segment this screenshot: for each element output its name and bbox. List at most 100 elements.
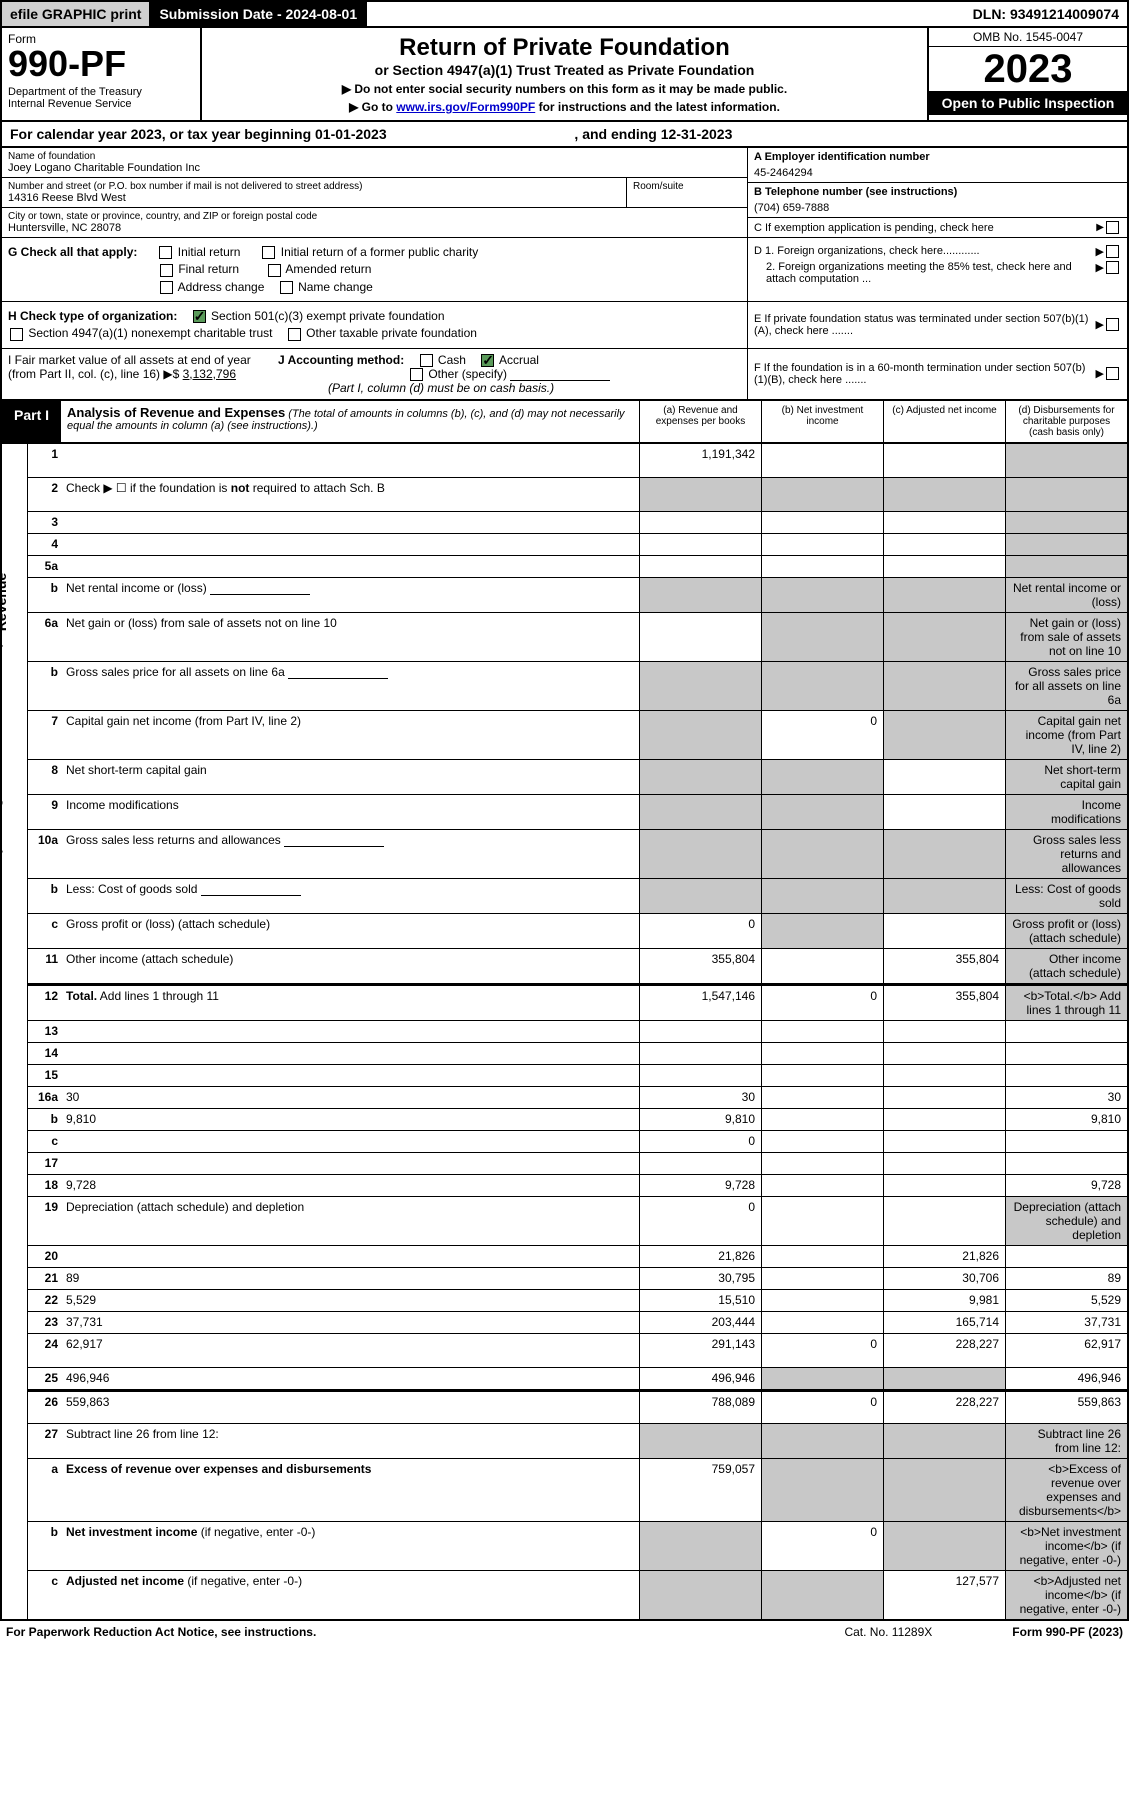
cell-c — [883, 1109, 1005, 1130]
line-description — [62, 444, 639, 477]
line-number: 7 — [28, 711, 62, 759]
line-number: 17 — [28, 1153, 62, 1174]
cell-d — [1005, 1153, 1127, 1174]
cell-a — [639, 1522, 761, 1570]
table-row: c0 — [28, 1131, 1127, 1153]
chk-amended[interactable] — [268, 264, 281, 277]
cell-c — [883, 444, 1005, 477]
table-row: 11Other income (attach schedule)355,8043… — [28, 949, 1127, 984]
cell-a: 21,826 — [639, 1246, 761, 1267]
chk-other-taxable[interactable] — [288, 328, 301, 341]
cell-a: 0 — [639, 1131, 761, 1152]
cell-b — [761, 830, 883, 878]
cell-a: 291,143 — [639, 1334, 761, 1367]
part1-label: Part I — [2, 401, 61, 442]
cell-d: Net rental income or (loss) — [1005, 578, 1127, 612]
table-row: 8Net short-term capital gainNet short-te… — [28, 760, 1127, 795]
table-row: 14 — [28, 1043, 1127, 1065]
g-label: G Check all that apply: — [8, 245, 137, 259]
chk-initial[interactable] — [159, 246, 172, 259]
cell-a — [639, 1065, 761, 1086]
table-row: 7Capital gain net income (from Part IV, … — [28, 711, 1127, 760]
cell-c — [883, 613, 1005, 661]
table-row: 2Check ▶ ☐ if the foundation is not requ… — [28, 478, 1127, 512]
chk-4947[interactable] — [10, 328, 23, 341]
chk-name-change[interactable] — [280, 281, 293, 294]
cell-a: 1,547,146 — [639, 986, 761, 1020]
cell-a — [639, 512, 761, 533]
chk-cash[interactable] — [420, 354, 433, 367]
cell-d: Income modifications — [1005, 795, 1127, 829]
cell-a — [639, 1043, 761, 1064]
cell-a — [639, 662, 761, 710]
cell-a: 355,804 — [639, 949, 761, 983]
cell-c: 228,227 — [883, 1392, 1005, 1423]
chk-addr-change[interactable] — [160, 281, 173, 294]
chk-d2[interactable] — [1106, 261, 1119, 274]
city-label: City or town, state or province, country… — [8, 211, 741, 222]
chk-final[interactable] — [160, 264, 173, 277]
chk-e[interactable] — [1106, 318, 1119, 331]
chk-d1[interactable] — [1106, 245, 1119, 258]
line-description — [62, 556, 639, 577]
line-description: 559,863 — [62, 1392, 639, 1423]
cell-b — [761, 613, 883, 661]
line-number: 6a — [28, 613, 62, 661]
e-label: E If private foundation status was termi… — [754, 313, 1096, 337]
line-number: 10a — [28, 830, 62, 878]
table-row: 16a303030 — [28, 1087, 1127, 1109]
part1-header: Part I Analysis of Revenue and Expenses … — [0, 401, 1129, 444]
line-description: Excess of revenue over expenses and disb… — [62, 1459, 639, 1521]
line-number: 27 — [28, 1424, 62, 1458]
cell-d: Other income (attach schedule) — [1005, 949, 1127, 983]
cell-d — [1005, 444, 1127, 477]
cell-c: 355,804 — [883, 986, 1005, 1020]
line-number: 23 — [28, 1312, 62, 1333]
line-number: 18 — [28, 1175, 62, 1196]
irs-link[interactable]: www.irs.gov/Form990PF — [396, 100, 535, 114]
cell-a — [639, 1021, 761, 1042]
cell-c — [883, 1021, 1005, 1042]
exemption-checkbox[interactable] — [1106, 221, 1119, 234]
line-description: Check ▶ ☐ if the foundation is not requi… — [62, 478, 639, 511]
chk-f[interactable] — [1106, 367, 1119, 380]
f-label: F If the foundation is in a 60-month ter… — [754, 362, 1096, 386]
col-c-header: (c) Adjusted net income — [883, 401, 1005, 442]
cell-c: 228,227 — [883, 1334, 1005, 1367]
cell-b — [761, 534, 883, 555]
cell-a: 0 — [639, 1197, 761, 1245]
cell-c — [883, 879, 1005, 913]
cell-d: 62,917 — [1005, 1334, 1127, 1367]
cat-no: Cat. No. 11289X — [844, 1625, 932, 1639]
cell-b — [761, 1065, 883, 1086]
j-note: (Part I, column (d) must be on cash basi… — [278, 381, 741, 395]
line-description: Gross sales less returns and allowances — [62, 830, 639, 878]
chk-501c3[interactable] — [193, 310, 206, 323]
line-description: 9,810 — [62, 1109, 639, 1130]
table-row: 11,191,342 — [28, 444, 1127, 478]
line-description — [62, 1153, 639, 1174]
cell-d: 9,728 — [1005, 1175, 1127, 1196]
cell-a: 30 — [639, 1087, 761, 1108]
cell-d — [1005, 1131, 1127, 1152]
d2-label: 2. Foreign organizations meeting the 85%… — [754, 261, 1096, 285]
cell-a — [639, 1424, 761, 1458]
cell-d: Net short-term capital gain — [1005, 760, 1127, 794]
line-number: b — [28, 1109, 62, 1130]
chk-accrual[interactable] — [481, 354, 494, 367]
cell-d: 89 — [1005, 1268, 1127, 1289]
cell-c: 355,804 — [883, 949, 1005, 983]
cell-c — [883, 1522, 1005, 1570]
line-description — [62, 512, 639, 533]
cell-d: <b>Net investment income</b> (if negativ… — [1005, 1522, 1127, 1570]
line-number: 19 — [28, 1197, 62, 1245]
chk-initial-former[interactable] — [262, 246, 275, 259]
efile-print-button[interactable]: efile GRAPHIC print — [2, 2, 151, 26]
cell-b — [761, 1087, 883, 1108]
line-number: a — [28, 1459, 62, 1521]
table-row: 19Depreciation (attach schedule) and dep… — [28, 1197, 1127, 1246]
chk-other-method[interactable] — [410, 368, 423, 381]
line-description: 89 — [62, 1268, 639, 1289]
side-labels: Revenue Operating and Administrative Exp… — [2, 444, 28, 1619]
cell-b: 0 — [761, 986, 883, 1020]
